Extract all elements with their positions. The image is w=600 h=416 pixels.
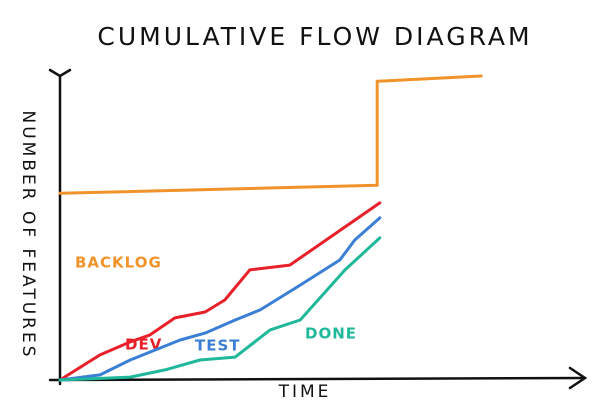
series-label: TEST (195, 337, 241, 355)
y-axis-arrow (48, 68, 72, 78)
x-axis-arrow (568, 366, 588, 390)
series-line (58, 216, 382, 382)
y-axis-label: NUMBER OF FEATURES (18, 110, 38, 359)
axes (48, 68, 588, 390)
chart-title: CUMULATIVE FLOW DIAGRAM (97, 22, 532, 51)
series-label: DONE (305, 325, 357, 343)
series-label: DEV (125, 336, 162, 354)
series-line (58, 201, 382, 382)
series-line (58, 236, 382, 382)
series-label: BACKLOG (75, 254, 162, 272)
x-axis-label: TIME (278, 382, 332, 402)
series-line (58, 74, 483, 195)
x-axis (48, 376, 587, 382)
